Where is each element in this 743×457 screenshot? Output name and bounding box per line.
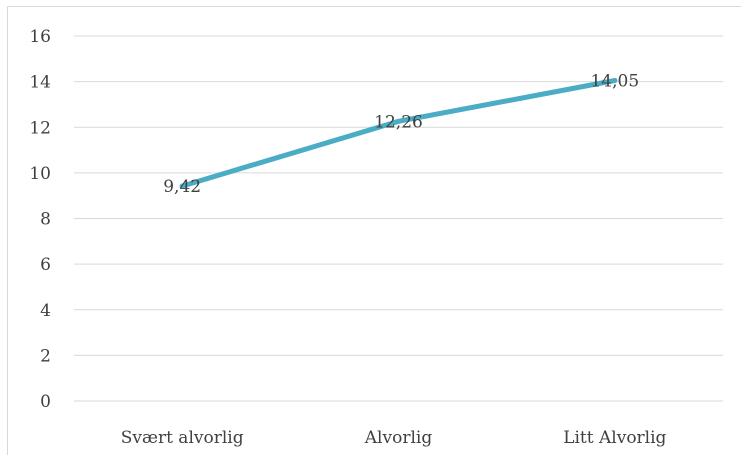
series-group — [179, 77, 618, 189]
data-labels: 9,42 12,26 14,05 — [163, 71, 639, 197]
data-point — [396, 118, 401, 124]
data-label: 12,26 — [374, 112, 423, 132]
y-tick-label: 16 — [29, 27, 51, 47]
y-tick-label: 12 — [29, 118, 51, 138]
y-tick-label: 10 — [29, 164, 51, 184]
y-tick-label: 8 — [40, 210, 51, 230]
x-tick-label: Alvorlig — [364, 428, 433, 448]
y-tick-label: 6 — [40, 255, 51, 275]
data-label: 9,42 — [163, 177, 201, 197]
data-label: 14,05 — [590, 71, 639, 91]
x-tick-label: Svært alvorlig — [121, 428, 244, 448]
chart-frame — [7, 6, 741, 455]
series-line — [179, 77, 618, 189]
y-tick-label: 14 — [29, 73, 51, 93]
y-axis-tick-labels: 0 2 4 6 8 10 12 14 16 — [29, 27, 51, 412]
data-point — [179, 183, 185, 189]
x-axis-tick-labels: Svært alvorlig Alvorlig Litt Alvorlig — [121, 428, 667, 448]
data-point — [612, 77, 618, 83]
y-tick-label: 0 — [40, 392, 51, 412]
y-tick-label: 2 — [40, 346, 51, 366]
y-tick-label: 4 — [40, 301, 51, 321]
x-tick-label: Litt Alvorlig — [563, 428, 666, 448]
